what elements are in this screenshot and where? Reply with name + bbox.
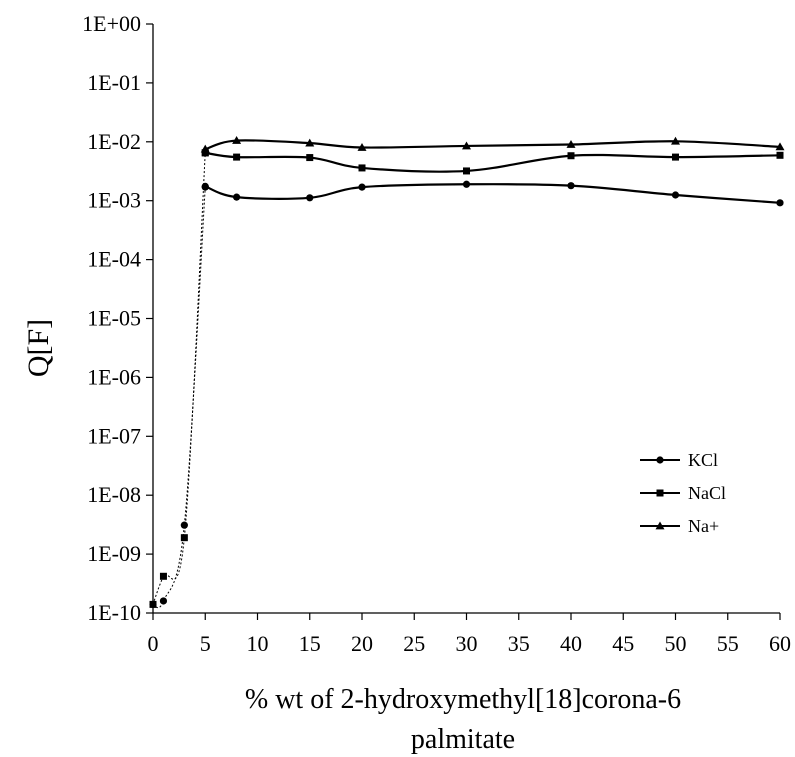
- data-point-kcl: [671, 191, 680, 199]
- data-point-na: [200, 144, 210, 153]
- x-tick-label: 0: [148, 631, 159, 656]
- low-concentration-point: [159, 572, 167, 580]
- y-tick-label: 1E-09: [87, 541, 141, 566]
- low-concentration-point: [159, 597, 168, 605]
- x-tick-label: 15: [299, 631, 321, 656]
- x-tick-label: 40: [560, 631, 582, 656]
- data-series: [149, 136, 785, 609]
- low-concentration-point: [149, 600, 157, 608]
- legend-label-kcl: KCl: [688, 450, 718, 470]
- y-tick-label: 1E-02: [87, 129, 141, 154]
- data-point-na: [462, 141, 471, 150]
- legend-marker-na: [655, 521, 665, 530]
- x-tick-label: 55: [717, 631, 739, 656]
- legend-label-na: Na+: [688, 516, 719, 536]
- axes: 1E-10 1E-09 1E-08 1E-07 1E-06 1E-05 1E-04 1E-03…: [82, 11, 791, 656]
- data-point-kcl: [233, 193, 241, 201]
- data-point-kcl: [358, 183, 366, 191]
- data-point-na: [305, 138, 315, 147]
- series-line-kcl: [204, 183, 781, 204]
- y-tick-label: 1E-07: [87, 423, 141, 448]
- y-axis-title: Q[F]: [22, 319, 55, 377]
- x-tick-label: 10: [247, 631, 269, 656]
- y-tick-label: 1E+00: [82, 11, 141, 36]
- low-concentration-dotted-line: [152, 187, 206, 609]
- low-concentration-point: [180, 534, 188, 542]
- x-tick-label: 30: [456, 631, 478, 656]
- data-point-kcl: [567, 182, 575, 190]
- data-point-na: [232, 136, 242, 144]
- data-point-na: [357, 143, 367, 151]
- x-axis-title-line-1: % wt of 2-hydroxymethyl[18]corona-6: [245, 684, 681, 715]
- low-concentration-dotted-line: [152, 152, 206, 605]
- series-line-nacl: [205, 151, 781, 173]
- y-tick-label: 1E-01: [87, 70, 141, 95]
- data-point-nacl: [201, 149, 209, 157]
- x-tick-label: 35: [508, 631, 530, 656]
- low-concentration-point: [180, 521, 188, 529]
- x-axis-title-line-2: palmitate: [411, 724, 515, 755]
- data-point-na: [566, 139, 576, 148]
- data-point-kcl: [306, 194, 314, 202]
- x-tick-label: 50: [665, 631, 687, 656]
- y-tick-label: 1E-10: [87, 600, 141, 625]
- y-tick-label: 1E-03: [87, 188, 141, 213]
- data-point-kcl: [201, 182, 209, 190]
- x-tick-label: 20: [351, 631, 373, 656]
- data-point-nacl: [233, 153, 241, 161]
- legend-marker-kcl: [656, 456, 664, 464]
- data-point-kcl: [776, 199, 784, 207]
- x-tick-label: 60: [769, 631, 791, 656]
- data-point-nacl: [776, 151, 784, 159]
- x-tick-label: 45: [612, 631, 634, 656]
- y-tick-label: 1E-08: [87, 482, 141, 507]
- data-point-na: [671, 136, 680, 145]
- legend-marker-nacl: [656, 489, 664, 497]
- data-point-nacl: [358, 164, 366, 172]
- legend: KCl NaCl Na+: [640, 450, 726, 536]
- y-tick-label: 1E-06: [87, 364, 141, 389]
- series-line-na: [204, 139, 781, 151]
- x-tick-label: 25: [403, 631, 425, 656]
- data-point-kcl: [462, 180, 471, 188]
- y-tick-label: 1E-05: [87, 306, 141, 331]
- x-tick-label: 5: [200, 631, 211, 656]
- data-point-nacl: [672, 153, 679, 161]
- data-point-na: [775, 142, 785, 151]
- data-point-nacl: [567, 152, 575, 160]
- data-point-nacl: [306, 154, 314, 162]
- y-tick-label: 1E-04: [87, 247, 141, 272]
- data-point-nacl: [463, 167, 470, 175]
- legend-label-nacl: NaCl: [688, 483, 726, 503]
